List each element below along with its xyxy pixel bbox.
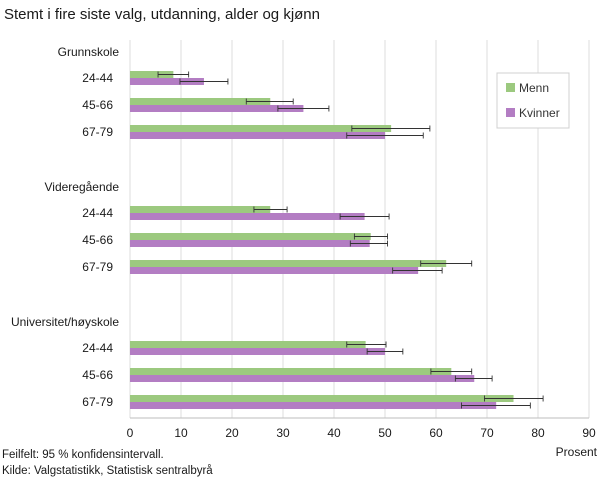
- x-axis-title: Prosent: [556, 445, 598, 459]
- bar-kvinner-grunnskole-67-79: [130, 132, 385, 139]
- x-tick-label-40: 40: [327, 426, 341, 440]
- legend-label-menn: Menn: [519, 81, 549, 95]
- bar-menn-universitet-h-yskole-45-66: [130, 368, 452, 375]
- category-label-grunnskole-67-79: 67-79: [82, 125, 113, 139]
- x-tick-label-60: 60: [429, 426, 443, 440]
- bar-menn-grunnskole-67-79: [130, 125, 392, 132]
- category-label-universitet-h-yskole-24-44: 24-44: [82, 341, 113, 355]
- footnote-source: Kilde: Valgstatistikk, Statistisk sentra…: [2, 465, 213, 477]
- x-tick-label-70: 70: [480, 426, 494, 440]
- category-label-videreg-ende-24-44: 24-44: [82, 206, 113, 220]
- bar-menn-grunnskole-24-44: [130, 71, 174, 78]
- category-label-videreg-ende-45-66: 45-66: [82, 233, 113, 247]
- footnote-error-bars: Feilfelt: 95 % konfidensintervall.: [2, 449, 164, 461]
- bar-kvinner-grunnskole-24-44: [130, 78, 204, 85]
- x-tick-label-90: 90: [582, 426, 596, 440]
- x-tick-label-50: 50: [378, 426, 392, 440]
- category-label-grunnskole-45-66: 45-66: [82, 98, 113, 112]
- category-label-grunnskole-24-44: 24-44: [82, 71, 113, 85]
- bar-kvinner-universitet-h-yskole-45-66: [130, 375, 475, 382]
- group-label-videreg-ende: Videregående: [44, 180, 119, 194]
- bar-kvinner-grunnskole-45-66: [130, 105, 304, 112]
- category-label-videreg-ende-67-79: 67-79: [82, 260, 113, 274]
- x-tick-label-20: 20: [225, 426, 239, 440]
- bar-menn-videreg-ende-67-79: [130, 260, 447, 267]
- x-tick-label-0: 0: [127, 426, 134, 440]
- x-tick-label-10: 10: [174, 426, 188, 440]
- bar-menn-videreg-ende-45-66: [130, 233, 371, 240]
- chart-title: Stemt i fire siste valg, utdanning, alde…: [4, 6, 320, 23]
- bar-kvinner-universitet-h-yskole-67-79: [130, 402, 497, 409]
- legend-box: [496, 72, 570, 129]
- legend-label-kvinner: Kvinner: [519, 106, 560, 120]
- bar-menn-videreg-ende-24-44: [130, 206, 271, 213]
- footnote: Feilfelt: 95 % konfidensintervall. Kilde…: [2, 447, 213, 479]
- group-label-universitet-h-yskole: Universitet/høyskole: [11, 315, 119, 329]
- bar-menn-grunnskole-45-66: [130, 98, 271, 105]
- category-label-universitet-h-yskole-67-79: 67-79: [82, 395, 113, 409]
- bar-kvinner-universitet-h-yskole-24-44: [130, 348, 385, 355]
- x-tick-label-80: 80: [531, 426, 545, 440]
- bar-kvinner-videreg-ende-45-66: [130, 240, 370, 247]
- bar-menn-universitet-h-yskole-24-44: [130, 341, 366, 348]
- bar-menn-universitet-h-yskole-67-79: [130, 395, 514, 402]
- x-tick-label-30: 30: [276, 426, 290, 440]
- bar-kvinner-videreg-ende-24-44: [130, 213, 365, 220]
- category-label-universitet-h-yskole-45-66: 45-66: [82, 368, 113, 382]
- bar-kvinner-videreg-ende-67-79: [130, 267, 419, 274]
- legend-swatch-kvinner: [506, 108, 515, 117]
- group-label-grunnskole: Grunnskole: [58, 45, 120, 59]
- legend-swatch-menn: [506, 83, 515, 92]
